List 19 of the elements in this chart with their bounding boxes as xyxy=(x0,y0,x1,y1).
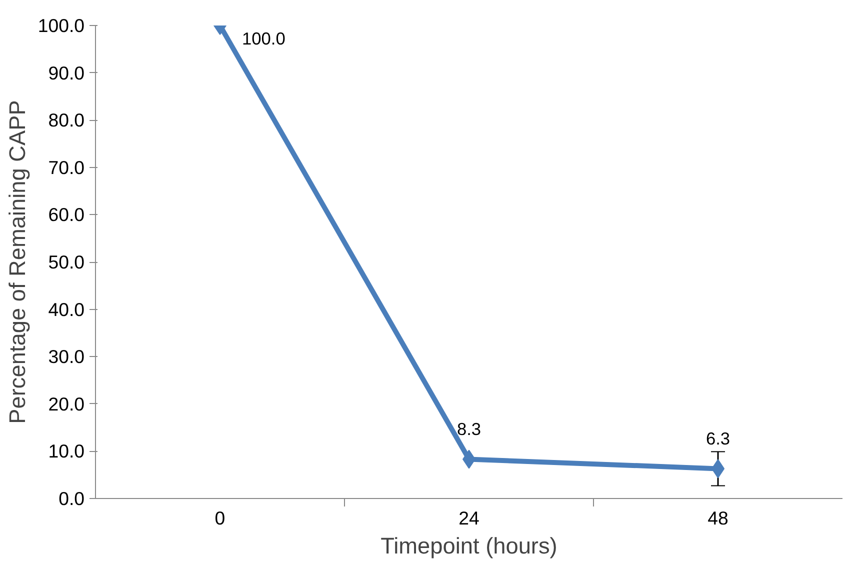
x-axis-title: Timepoint (hours) xyxy=(380,532,558,558)
y-tick-label: 40.0 xyxy=(48,298,84,320)
y-tick-label: 80.0 xyxy=(48,110,84,131)
data-label: 100.0 xyxy=(242,28,286,48)
data-label: 6.3 xyxy=(706,428,730,449)
y-tick-label: 70.0 xyxy=(48,156,84,178)
y-tick-label: 50.0 xyxy=(48,252,84,272)
y-tick-label: 30.0 xyxy=(48,346,84,368)
y-tick-label: 90.0 xyxy=(48,62,84,84)
y-tick-label: 20.0 xyxy=(48,393,84,414)
y-axis-title: Percentage of Remaining CAPP xyxy=(4,100,30,424)
y-tick-label: 0.0 xyxy=(58,488,85,509)
y-tick-label: 100.0 xyxy=(38,15,84,36)
x-tick-label: 0 xyxy=(214,508,226,528)
x-tick-label: 48 xyxy=(708,508,728,528)
data-label: 8.3 xyxy=(456,419,482,440)
y-tick-label: 10.0 xyxy=(48,440,84,462)
x-tick-label: 24 xyxy=(458,508,480,528)
y-tick-label: 60.0 xyxy=(48,204,84,226)
